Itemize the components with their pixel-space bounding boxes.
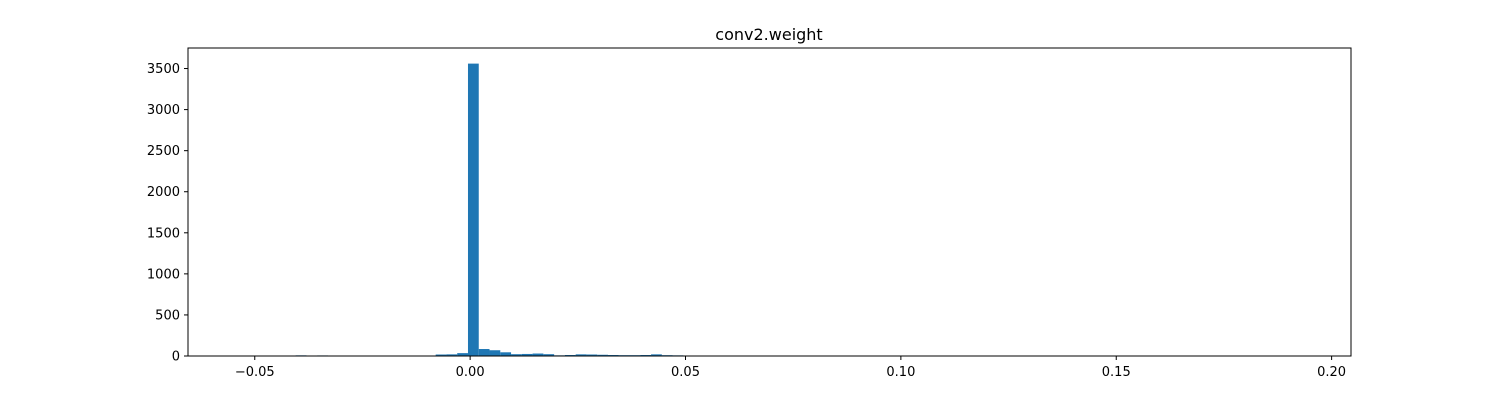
- x-tick-label: 0.00: [456, 365, 485, 380]
- x-tick-label: −0.05: [235, 365, 275, 380]
- y-tick-label: 0: [172, 350, 180, 365]
- x-tick-label: 0.15: [1102, 365, 1131, 380]
- y-tick-label: 3000: [147, 103, 180, 118]
- x-axis: −0.05 0.00 0.05 0.10 0.15 0.20: [235, 356, 1346, 380]
- x-tick-label: 0.20: [1317, 365, 1346, 380]
- y-tick-label: 2000: [147, 185, 180, 200]
- y-tick-label: 2500: [147, 144, 180, 159]
- x-tick-label: 0.10: [886, 365, 915, 380]
- histogram-bar: [490, 350, 501, 356]
- y-tick-label: 3500: [147, 62, 180, 77]
- y-tick-label: 1000: [147, 267, 180, 282]
- x-tick-label: 0.05: [671, 365, 700, 380]
- histogram-bar: [479, 349, 490, 356]
- bars-group: [296, 64, 1058, 356]
- histogram-bar: [500, 352, 511, 356]
- plot-frame: [188, 48, 1351, 356]
- y-axis: 0 500 1000 1500 2000 2500 3000 3500: [147, 62, 188, 364]
- y-tick-label: 1500: [147, 226, 180, 241]
- y-tick-label: 500: [155, 308, 180, 323]
- histogram-bar: [468, 64, 479, 356]
- chart-title: conv2.weight: [715, 25, 822, 44]
